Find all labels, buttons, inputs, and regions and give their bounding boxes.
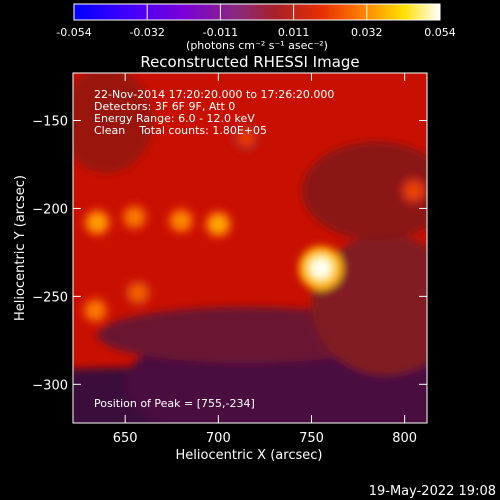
x-axis-label: Heliocentric X (arcsec) [176,448,323,463]
dark-region [73,73,154,174]
plot-area [73,73,427,423]
info-line-counts: Clean Total counts: 1.80E+05 [94,124,267,137]
colorbar-tick-label: 0.011 [278,26,310,39]
observation-info: 22-Nov-2014 17:20:20.000 to 17:26:20.000… [94,88,334,137]
emission-source-core [209,215,227,233]
footer-timestamp: 19-May-2022 19:08 [369,484,496,499]
x-tick-label: 650 [113,431,138,446]
y-tick-label: −150 [32,114,68,129]
emission-source-core [129,284,147,302]
colorbar-tick-label: -0.054 [56,26,91,39]
y-axis: −150 −200 −250 −300 [32,114,427,393]
emission-source-core [88,214,106,231]
chart-title: Reconstructed RHESSI Image [140,53,359,71]
colorbar-tick-label: 0.032 [351,26,383,39]
emission-source-core [172,212,190,230]
dark-region [302,141,427,241]
plot-frame [72,72,428,424]
emission-map [73,73,427,423]
emission-source-core [237,129,255,147]
x-tick-label: 750 [299,431,324,446]
x-tick-label: 800 [392,431,417,446]
x-axis: 650 700 750 800 [113,73,417,446]
y-tick-label: −200 [32,202,68,217]
emission-source-core [86,302,104,319]
emission-source-core [126,208,143,226]
colorbar: -0.054 -0.032 -0.011 0.011 0.032 0.054 (photo… [56,3,456,52]
colorbar-tick-label: -0.011 [203,26,238,39]
info-line-time: 22-Nov-2014 17:20:20.000 to 17:26:20.000 [94,88,334,101]
colorbar-ticks: -0.054 -0.032 -0.011 0.011 0.032 0.054 [56,4,456,39]
colorbar-tick-label: 0.054 [424,26,456,39]
colorbar-gradient [73,3,441,21]
x-tick-label: 700 [206,431,231,446]
info-line-energy: Energy Range: 6.0 - 12.0 keV [94,112,255,125]
colorbar-tick-label: -0.032 [129,26,164,39]
y-tick-label: −300 [32,378,68,393]
peak-position-label: Position of Peak = [755,-234] [94,397,255,410]
colorbar-label: (photons cm⁻² s⁻¹ asec⁻²) [186,39,328,52]
emission-source-core [405,182,423,200]
y-axis-label: Heliocentric Y (arcsec) [13,175,28,321]
info-line-detectors: Detectors: 3F 6F 9F, Att 0 [94,100,235,113]
y-tick-label: −250 [32,290,68,305]
emission-peak [312,260,329,277]
